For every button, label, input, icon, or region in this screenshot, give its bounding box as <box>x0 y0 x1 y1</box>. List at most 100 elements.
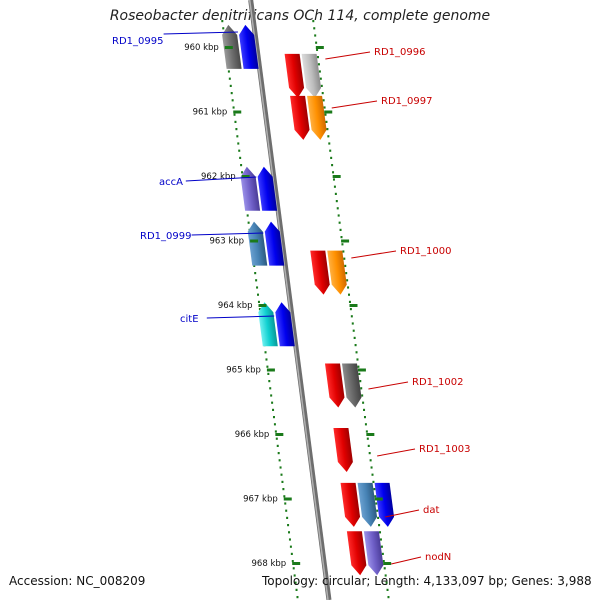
dotted-guide-right <box>362 401 365 404</box>
dotted-guide-left <box>238 149 241 152</box>
kbp-tick-label: 965 kbp <box>226 366 261 376</box>
dotted-guide-right <box>357 365 360 368</box>
kbp-tick-mark <box>241 175 250 178</box>
dotted-guide-right <box>320 84 323 87</box>
dotted-guide-right <box>350 315 353 318</box>
label-leader-line <box>185 176 257 182</box>
dotted-guide-left <box>294 581 297 584</box>
gene-arrow-left-cyan[interactable] <box>257 302 278 347</box>
kbp-tick-mark-right <box>357 368 366 372</box>
kbp-tick-mark-right <box>324 110 333 114</box>
gene-label-right[interactable]: RD1_1003 <box>419 444 470 455</box>
dotted-guide-right <box>344 264 347 267</box>
dotted-guide-left <box>279 466 282 469</box>
dotted-guide-left <box>270 394 273 397</box>
label-leader-line <box>325 51 371 60</box>
gene-label-right[interactable]: nodN <box>425 552 451 563</box>
gene-arrow-left-blue[interactable] <box>263 221 285 266</box>
dotted-guide-right <box>373 488 376 491</box>
gene-arrow-left-steel[interactable] <box>246 221 268 266</box>
gene-label-right[interactable]: RD1_1000 <box>400 246 451 257</box>
dotted-guide-right <box>374 495 377 498</box>
gene-label-left[interactable]: accA <box>159 177 183 188</box>
gene-label-left[interactable]: RD1_0995 <box>112 36 163 47</box>
gene-arrow-right-red[interactable] <box>284 53 306 98</box>
dotted-guide-left <box>247 221 250 224</box>
gene-arrow-right-orange[interactable] <box>307 95 328 140</box>
gene-arrow-right-red[interactable] <box>325 363 346 408</box>
kbp-tick-label: 960 kbp <box>184 43 219 53</box>
dotted-guide-left <box>253 264 256 267</box>
dotted-guide-left <box>229 84 232 87</box>
dotted-guide-left <box>254 272 257 275</box>
dotted-guide-left <box>269 387 272 390</box>
summary-label: Topology: circular; Length: 4,133,097 bp… <box>262 574 592 588</box>
gene-arrow-right-steel[interactable] <box>357 482 379 527</box>
kbp-tick-mark <box>224 46 233 49</box>
gene-arrow-left-blue[interactable] <box>256 166 278 211</box>
dotted-guide-right <box>343 257 346 260</box>
gene-arrow-right-red[interactable] <box>340 482 362 527</box>
dotted-guide-right <box>353 336 356 339</box>
dotted-guide-right <box>347 286 350 289</box>
dotted-guide-left <box>221 20 224 23</box>
gene-label-left[interactable]: citE <box>180 314 199 325</box>
dotted-guide-right <box>313 27 316 30</box>
dotted-guide-right <box>337 214 340 217</box>
dotted-guide-left <box>236 135 239 138</box>
gene-arrow-right-darkgray[interactable] <box>342 363 363 408</box>
gene-arrow-right-red[interactable] <box>290 95 311 140</box>
dotted-guide-right <box>381 552 384 555</box>
kbp-tick-mark <box>266 368 275 372</box>
dotted-guide-right <box>358 372 361 375</box>
dotted-guide-right <box>327 135 330 138</box>
dotted-guide-right <box>325 120 328 123</box>
gene-arrow-left-blue[interactable] <box>274 302 295 347</box>
dotted-guide-right <box>371 473 374 476</box>
gene-label-right[interactable]: RD1_1002 <box>412 377 463 388</box>
label-leader-line <box>368 381 409 390</box>
gene-arrow-right-red[interactable] <box>310 250 331 295</box>
gene-arrow-right-orange[interactable] <box>327 250 348 295</box>
gene-label-right[interactable]: dat <box>423 505 439 516</box>
dotted-guide-right <box>356 358 359 361</box>
label-leader-line <box>391 556 422 565</box>
dotted-guide-left <box>274 430 277 433</box>
kbp-tick-label: 962 kbp <box>201 172 236 182</box>
dotted-guide-right <box>360 387 363 390</box>
dotted-guide-left <box>271 401 274 404</box>
kbp-tick-label: 964 kbp <box>218 301 253 311</box>
dotted-guide-right <box>315 41 318 44</box>
label-leader-line <box>385 509 420 518</box>
label-leader-line <box>331 100 378 109</box>
gene-arrow-left-blue[interactable] <box>238 24 259 69</box>
dotted-guide-right <box>345 272 348 275</box>
dotted-guide-right <box>361 394 364 397</box>
genome-backbone <box>248 0 332 600</box>
gene-arrow-right-red[interactable] <box>346 531 368 576</box>
dotted-guide-right <box>351 322 354 325</box>
gene-arrow-right-lightgray[interactable] <box>301 53 323 98</box>
kbp-tick-label: 968 kbp <box>252 559 287 569</box>
dotted-guide-left <box>264 351 267 354</box>
dotted-guide-right <box>372 480 375 483</box>
dotted-guide-right <box>312 20 315 23</box>
dotted-guide-right <box>354 344 357 347</box>
dotted-guide-left <box>272 416 275 419</box>
dotted-guide-left <box>284 502 287 505</box>
kbp-tick-label: 967 kbp <box>243 495 278 505</box>
gene-label-right[interactable]: RD1_0996 <box>374 47 425 58</box>
dotted-guide-right <box>366 437 369 440</box>
dotted-guide-left <box>293 574 296 577</box>
gene-arrow-right-slate[interactable] <box>363 531 385 576</box>
dotted-guide-right <box>349 308 352 311</box>
gene-arrow-right-blue[interactable] <box>374 482 396 527</box>
dotted-guide-left <box>276 444 279 447</box>
gene-label-left[interactable]: RD1_0999 <box>140 231 191 242</box>
dotted-guide-left <box>289 545 292 548</box>
label-leader-line <box>377 448 416 457</box>
gene-label-right[interactable]: RD1_0997 <box>381 96 432 107</box>
dotted-guide-right <box>359 380 362 383</box>
gene-arrow-right-red[interactable] <box>333 428 354 472</box>
